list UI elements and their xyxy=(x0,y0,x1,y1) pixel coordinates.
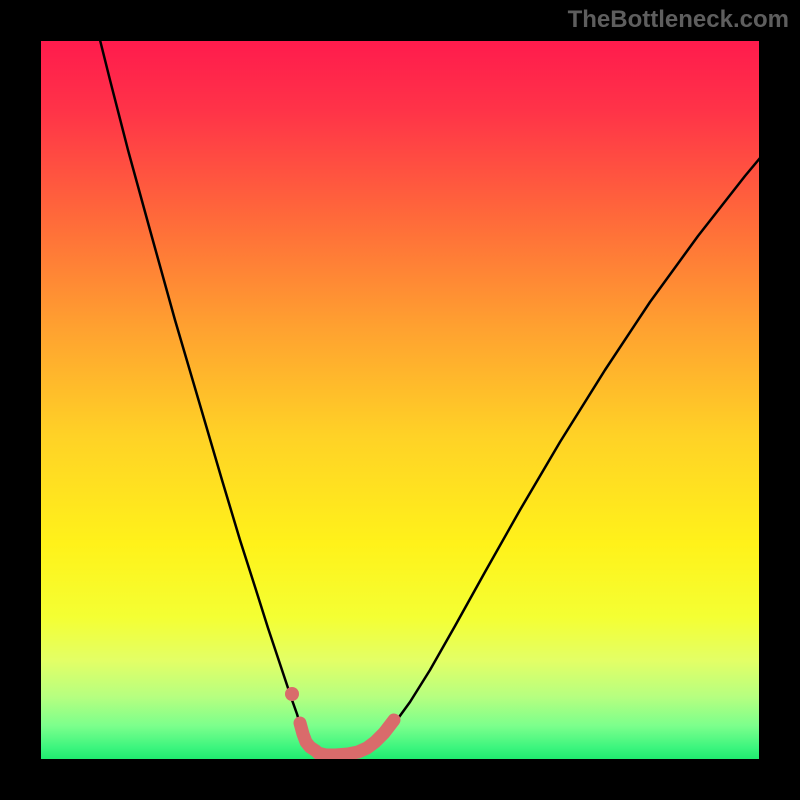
watermark-text: TheBottleneck.com xyxy=(568,6,789,34)
plot-border xyxy=(38,38,762,762)
chart-stage: TheBottleneck.com xyxy=(0,0,800,800)
